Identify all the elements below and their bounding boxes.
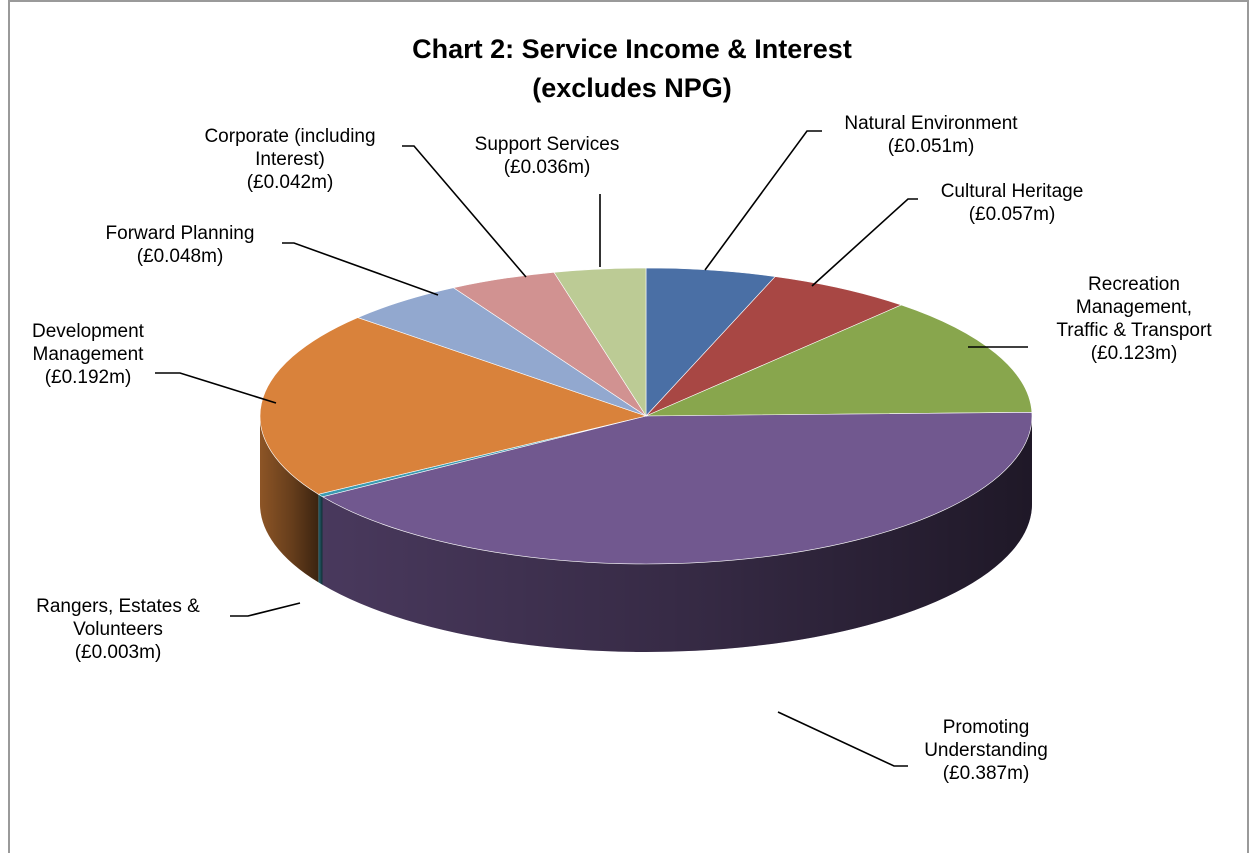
leader-line-promoting-understanding (777, 711, 908, 767)
leader-lines (155, 130, 1028, 767)
data-label-line: (£0.003m) (75, 642, 162, 663)
data-label-line: (£0.042m) (247, 172, 334, 193)
data-label-line: (£0.048m) (137, 246, 224, 267)
pie-sides (260, 416, 1033, 652)
data-label-line: Management (33, 344, 145, 365)
data-label-line: Forward Planning (106, 223, 255, 244)
data-label-line: Cultural Heritage (941, 181, 1084, 202)
data-label-line: (£0.057m) (969, 204, 1056, 225)
leader-line-development-management (155, 372, 277, 404)
chart-title-line-1: Chart 2: Service Income & Interest (412, 34, 852, 64)
data-label-line: Support Services (475, 134, 620, 155)
data-label-line: Promoting (943, 717, 1030, 738)
pie-slice-promoting-understanding (321, 411, 1033, 565)
data-label-cultural-heritage: Cultural Heritage (£0.057m) (941, 181, 1084, 225)
data-labels: Natural Environment (£0.051m) Cultural Her… (32, 113, 1212, 784)
data-label-line: (£0.192m) (45, 367, 132, 388)
data-label-line: Recreation (1088, 274, 1180, 295)
leader-line-corporate-including-interest (402, 145, 527, 278)
data-label-line: Traffic & Transport (1056, 320, 1212, 341)
data-label-line: Corporate (including (204, 126, 375, 147)
pie-slice-support-services (553, 267, 647, 418)
data-label-support-services: Support Services (£0.036m) (475, 134, 620, 178)
chart-title-line-2: (excludes NPG) (532, 73, 732, 103)
data-label-natural-environment: Natural Environment (£0.051m) (844, 113, 1018, 157)
leader-line-cultural-heritage (811, 198, 918, 287)
data-label-line: Natural Environment (844, 113, 1018, 134)
pie-side-development-management-shade (260, 416, 319, 583)
data-label-forward-planning: Forward Planning (£0.048m) (106, 223, 255, 267)
data-label-line: (£0.051m) (888, 136, 975, 157)
leader-line-rangers-estates-volunteers (230, 602, 301, 617)
data-label-line: Management, (1076, 297, 1192, 318)
data-label-line: (£0.123m) (1091, 343, 1178, 364)
pie-slice-recreation-management-traffic-transport (645, 304, 1033, 417)
pie-tops (259, 267, 1033, 565)
pie-slice-development-management (259, 317, 648, 495)
pie-side-rangers-estates-volunteers-shade (318, 494, 323, 585)
data-label-line: Understanding (924, 740, 1048, 761)
leader-line-forward-planning (282, 242, 439, 296)
pie-side-promoting-understanding-shade (322, 416, 1033, 652)
data-label-line: Volunteers (73, 619, 163, 640)
data-label-promoting-understanding: Promoting Understanding (£0.387m) (924, 717, 1048, 784)
data-label-corporate-including-interest: Corporate (including Interest) (£0.042m) (204, 126, 375, 193)
data-label-line: Rangers, Estates & (36, 596, 200, 617)
data-label-line: (£0.036m) (504, 157, 591, 178)
pie-slice-natural-environment (645, 267, 776, 417)
data-label-line: (£0.387m) (943, 763, 1030, 784)
data-label-development-management: Development Management (£0.192m) (32, 321, 145, 388)
data-label-line: Interest) (255, 149, 325, 170)
pie-slice-cultural-heritage (645, 276, 903, 417)
data-label-line: Development (32, 321, 145, 342)
leader-line-natural-environment (704, 130, 822, 271)
data-label-recreation-management-traffic-transport: Recreation Management, Traffic & Transport… (1056, 274, 1212, 364)
data-label-rangers-estates-volunteers: Rangers, Estates & Volunteers (£0.003m) (36, 596, 200, 663)
